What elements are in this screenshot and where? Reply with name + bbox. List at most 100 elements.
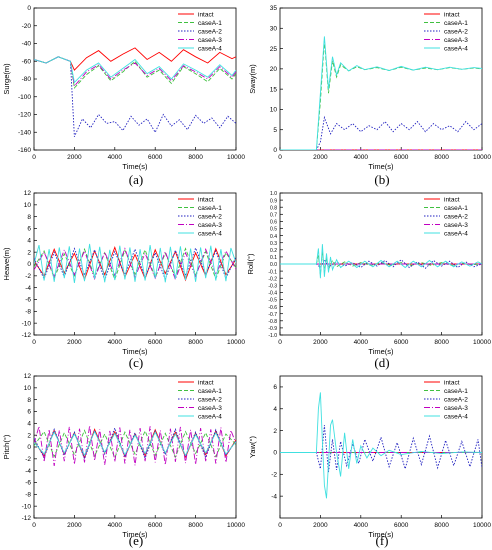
y-tick-label: 8 xyxy=(27,214,31,221)
y-tick-label: 6 xyxy=(27,226,31,233)
y-tick-label: -0.1 xyxy=(268,269,277,275)
y-tick-label: 6 xyxy=(273,384,277,391)
y-tick-label: -0.7 xyxy=(268,312,277,318)
legend-label: caseA-3 xyxy=(444,37,468,44)
series-line-caseA-3 xyxy=(34,56,236,88)
x-tick-label: 0 xyxy=(278,154,282,161)
y-tick-label: 0.3 xyxy=(270,241,277,247)
legend-label: caseA-4 xyxy=(198,413,222,420)
y-tick-label: -80 xyxy=(22,76,32,83)
series-group xyxy=(280,392,482,499)
x-tick-label: 8000 xyxy=(188,522,203,529)
plot-frame xyxy=(33,7,237,151)
y-tick-label: 0.9 xyxy=(270,198,277,204)
y-tick-label: 0.6 xyxy=(270,220,277,226)
y-tick-label: -20 xyxy=(22,23,32,30)
legend-label: intact xyxy=(198,11,214,18)
x-tick-label: 0 xyxy=(32,154,36,161)
plot-frame xyxy=(279,375,483,519)
series-line-caseA-2 xyxy=(280,115,482,150)
y-tick-label: 0.1 xyxy=(270,255,277,261)
x-tick-label: 8000 xyxy=(188,154,203,161)
y-axis-label: Heave(m) xyxy=(2,247,11,280)
panel-label-e: (e) xyxy=(128,533,144,548)
y-axis-label: Yaw(°) xyxy=(248,435,257,458)
y-tick-label: 10 xyxy=(270,107,278,114)
y-axis-label: Surge(m) xyxy=(2,63,11,95)
y-tick-label: 0.4 xyxy=(270,234,277,240)
y-axis-label: Sway(m) xyxy=(248,64,257,94)
series-group xyxy=(34,425,236,466)
x-tick-label: 10000 xyxy=(473,154,491,161)
x-tick-label: 2000 xyxy=(67,522,82,529)
legend-label: caseA-1 xyxy=(198,20,222,27)
series-line-caseA-4 xyxy=(34,430,236,457)
legend-label: caseA-3 xyxy=(198,37,222,44)
series-group xyxy=(280,36,482,150)
y-tick-label: -160 xyxy=(18,147,31,154)
y-tick-label: -2 xyxy=(25,273,31,280)
series-line-intact xyxy=(34,246,236,282)
panel-label-c: (c) xyxy=(128,355,144,370)
y-tick-label: 25 xyxy=(270,46,278,53)
legend-label: caseA-1 xyxy=(198,205,222,212)
legend-label: caseA-3 xyxy=(198,405,222,412)
legend-label: caseA-3 xyxy=(198,222,222,229)
x-tick-label: 10000 xyxy=(227,154,245,161)
chart-b: 0 2000 4000 6000 8000 10000 0 5 10 15 20 25 30 35 Time… xyxy=(248,5,491,171)
series-line-caseA-4 xyxy=(280,244,482,279)
x-axis-label: Time(s) xyxy=(368,530,394,539)
legend-label: caseA-4 xyxy=(198,45,222,52)
legend-label: caseA-1 xyxy=(444,205,468,212)
y-tick-label: -12 xyxy=(22,515,32,522)
legend-label: caseA-4 xyxy=(444,230,468,237)
y-tick-label: 2 xyxy=(27,432,31,439)
legend-label: caseA-2 xyxy=(444,213,468,220)
chart-a: 0 2000 4000 6000 8000 10000 -160 -140 -120 -100 -8… xyxy=(2,5,245,171)
x-tick-label: 6000 xyxy=(148,154,163,161)
x-tick-label: 8000 xyxy=(434,154,449,161)
panel-label-a: (a) xyxy=(128,172,144,187)
y-tick-label: 0 xyxy=(27,444,31,451)
x-tick-label: 0 xyxy=(278,339,282,346)
y-tick-label: 5 xyxy=(273,127,277,134)
legend-label: caseA-2 xyxy=(198,213,222,220)
x-axis-label: Time(s) xyxy=(368,347,394,356)
legend-label: intact xyxy=(444,11,460,18)
x-tick-label: 4000 xyxy=(354,154,369,161)
y-tick-label: -0.9 xyxy=(268,326,277,332)
panel-label-f: (f) xyxy=(375,533,389,548)
y-tick-label: 0.8 xyxy=(270,205,277,211)
y-tick-label: 0 xyxy=(27,5,31,12)
y-tick-label: -100 xyxy=(18,94,31,101)
y-tick-label: -120 xyxy=(18,112,31,119)
series-line-caseA-1 xyxy=(34,247,236,281)
x-tick-label: 2000 xyxy=(313,154,328,161)
x-tick-label: 4000 xyxy=(354,522,369,529)
x-axis-label: Time(s) xyxy=(122,347,148,356)
y-tick-label: -140 xyxy=(18,129,31,136)
x-tick-label: 8000 xyxy=(434,522,449,529)
y-tick-label: -6 xyxy=(25,480,31,487)
y-axis-label: Pitch(°) xyxy=(2,434,11,459)
y-axis-label: Roll(°) xyxy=(246,253,255,274)
x-tick-label: 10000 xyxy=(227,522,245,529)
panel-label-d: (d) xyxy=(374,355,390,370)
y-tick-label: -10 xyxy=(22,503,32,510)
y-tick-label: 4 xyxy=(27,421,31,428)
y-tick-label: 30 xyxy=(270,25,278,32)
legend-label: caseA-4 xyxy=(444,413,468,420)
legend-label: caseA-2 xyxy=(198,396,222,403)
plot-frame xyxy=(33,192,237,336)
chart-e: 0 2000 4000 6000 8000 10000 -12 -10 -8 -6 -4 -2 0 2 4 6… xyxy=(2,373,245,539)
legend-label: caseA-2 xyxy=(444,396,468,403)
legend-label: caseA-3 xyxy=(444,222,468,229)
legend-label: caseA-4 xyxy=(198,230,222,237)
legend-label: caseA-1 xyxy=(198,388,222,395)
x-axis-label: Time(s) xyxy=(122,162,148,171)
y-tick-label: 2 xyxy=(273,428,277,435)
y-tick-label: 0.5 xyxy=(270,227,277,233)
y-tick-label: -4 xyxy=(25,468,31,475)
x-tick-label: 4000 xyxy=(108,154,123,161)
series-line-caseA-4 xyxy=(280,36,482,150)
